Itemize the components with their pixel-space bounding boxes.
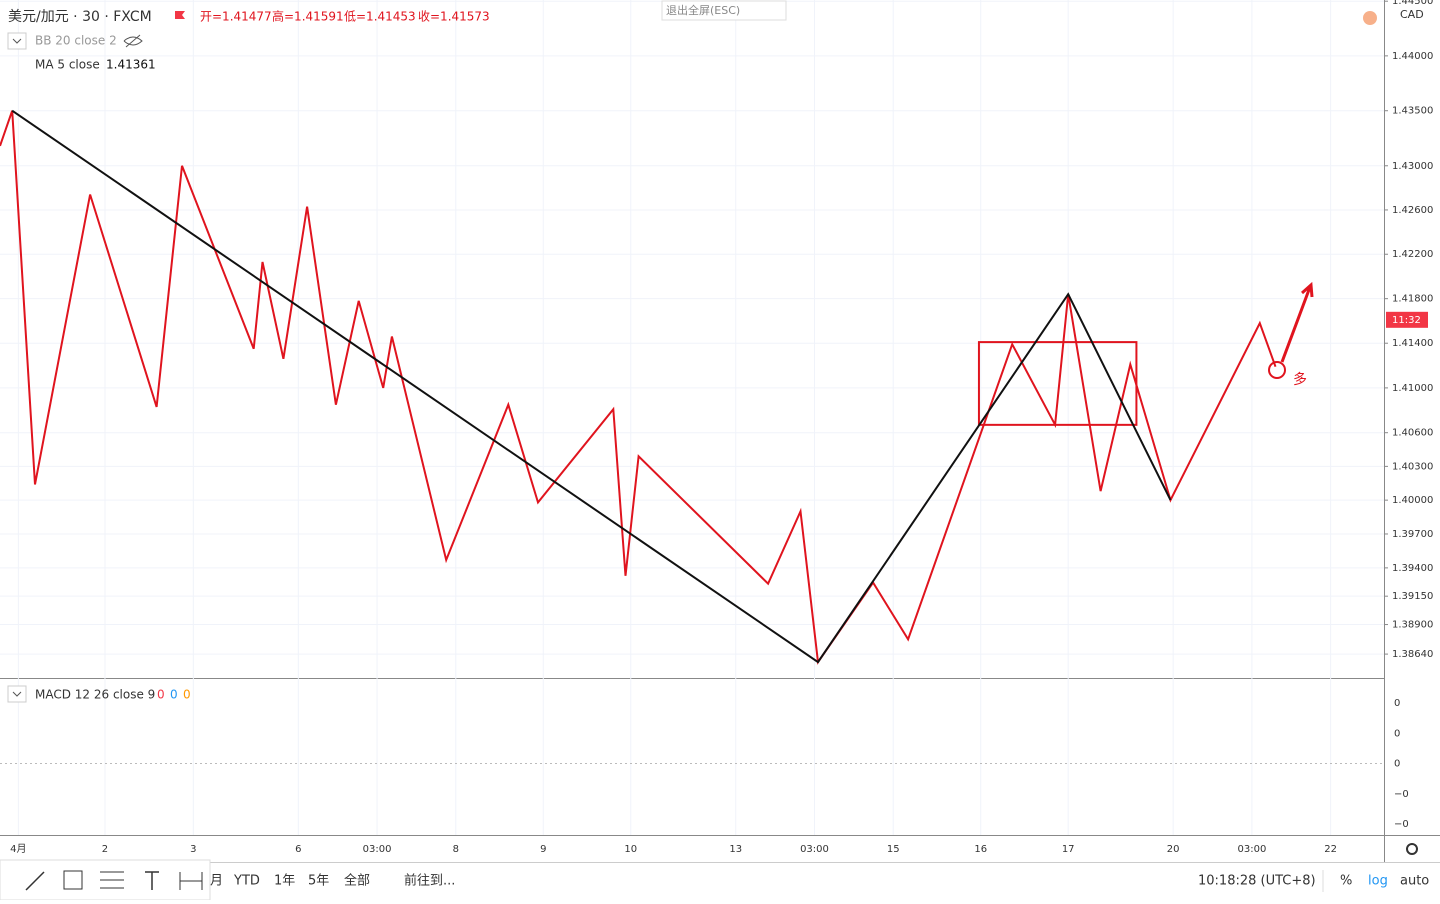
fib-tool[interactable] — [100, 871, 124, 889]
goto-button[interactable]: 前往到... — [404, 873, 455, 889]
ma-value: 1.41361 — [106, 58, 156, 72]
chevron — [12, 691, 22, 697]
close: 收=1.41573 — [418, 10, 490, 24]
price-marker-label: 11:32 — [1392, 315, 1421, 326]
y-tick-label: 1.39700 — [1392, 529, 1433, 540]
x-tick-label: 03:00 — [363, 844, 392, 855]
settings-icon[interactable] — [1406, 843, 1418, 855]
annotation: 多 — [1293, 371, 1307, 388]
macd-label[interactable]: MACD 12 26 close 9 — [35, 688, 155, 702]
hide-icon[interactable] — [123, 34, 143, 48]
x-tick-label: 10 — [624, 844, 637, 855]
y-tick-label: 1.39150 — [1392, 591, 1433, 602]
y-tick-label: 1.38640 — [1392, 649, 1433, 660]
macd-tick-label: −0 — [1394, 789, 1409, 800]
open: 开=1.41477 — [200, 10, 272, 24]
collapse-button[interactable] — [7, 32, 27, 50]
clock: 10:18:28 (UTC+8) — [1198, 874, 1316, 889]
y-tick-label: 1.38900 — [1392, 620, 1433, 631]
up-arrow — [1280, 281, 1314, 363]
bb-label[interactable]: BB 20 close 2 — [35, 34, 117, 48]
y-tick-label: 1.41000 — [1392, 383, 1433, 394]
range-button[interactable]: 5年 — [308, 874, 329, 889]
high: 高=1.41591 — [272, 9, 344, 24]
y-tick-label: 1.41800 — [1392, 294, 1433, 305]
range-button[interactable]: 月 — [210, 874, 223, 889]
symbol[interactable]: 美元/加元 · 30 · FXCM — [8, 9, 152, 25]
y-tick-label: 1.40000 — [1392, 495, 1433, 506]
y-tick-label: 1.43500 — [1392, 106, 1433, 117]
y-tick-label: 1.40300 — [1392, 461, 1433, 472]
x-tick-label: 22 — [1324, 844, 1337, 855]
log-button[interactable]: log — [1368, 874, 1388, 889]
range-button[interactable]: YTD — [233, 874, 260, 889]
entry-circle — [1268, 361, 1286, 379]
y-tick-label: 1.41400 — [1392, 338, 1433, 349]
chevron — [12, 38, 22, 44]
range-button[interactable]: 全部 — [344, 873, 370, 889]
zigzag-line — [0, 110, 1277, 665]
macd-collapse[interactable] — [7, 685, 27, 703]
x-tick-label: 4月 — [10, 843, 26, 855]
y-tick-label: 1.42200 — [1392, 249, 1433, 260]
text-tool[interactable] — [145, 871, 159, 890]
x-tick-label: 13 — [729, 844, 742, 855]
percent-button[interactable]: % — [1340, 874, 1352, 889]
x-tick-label: 6 — [295, 844, 301, 855]
measure-tool[interactable] — [179, 872, 203, 890]
y-tick-label: 1.42600 — [1392, 205, 1433, 216]
x-tick-label: 16 — [974, 844, 987, 855]
flag-icon[interactable] — [175, 11, 185, 19]
x-tick-label: 03:00 — [1237, 844, 1266, 855]
y-tick-label: 1.39400 — [1392, 563, 1433, 574]
macd-value: 0 — [183, 688, 191, 702]
x-tick-label: 3 — [190, 844, 196, 855]
auto-button[interactable]: auto — [1400, 874, 1429, 889]
zigzag-line — [11, 109, 1172, 664]
macd-tick-label: 0 — [1394, 728, 1400, 739]
rect-tool[interactable] — [63, 870, 83, 890]
x-tick-label: 17 — [1062, 844, 1075, 855]
price-marker — [1386, 311, 1428, 328]
range-button[interactable]: 1年 — [274, 874, 295, 889]
y-tick-label: 1.40600 — [1392, 428, 1433, 439]
x-tick-label: 2 — [102, 844, 108, 855]
currency: CAD — [1400, 8, 1424, 21]
x-tick-label: 20 — [1167, 844, 1180, 855]
macd-tick-label: 0 — [1394, 759, 1400, 770]
low: 低=1.41453 — [344, 10, 416, 24]
x-tick-label: 9 — [540, 844, 546, 855]
macd-tick-label: 0 — [1394, 698, 1400, 709]
ma-label[interactable]: MA 5 close — [35, 58, 100, 72]
macd-tick-label: −0 — [1394, 819, 1409, 830]
macd-value: 0 — [170, 688, 178, 702]
status-dot[interactable] — [1363, 11, 1377, 25]
macd-value: 0 — [157, 688, 165, 702]
esc-label[interactable]: 退出全屏(ESC) — [666, 3, 740, 17]
x-tick-label: 15 — [887, 844, 900, 855]
y-tick-label: 1.44000 — [1392, 51, 1433, 62]
y-tick-label: 1.43000 — [1392, 161, 1433, 172]
currency-box — [1396, 6, 1428, 22]
x-tick-label: 8 — [453, 844, 459, 855]
esc-button[interactable] — [661, 0, 787, 21]
y-tick-label: 1.44500 — [1392, 0, 1433, 7]
plot — [0, 0, 1384, 835]
x-tick-label: 03:00 — [800, 844, 829, 855]
line-tool[interactable] — [25, 871, 45, 891]
